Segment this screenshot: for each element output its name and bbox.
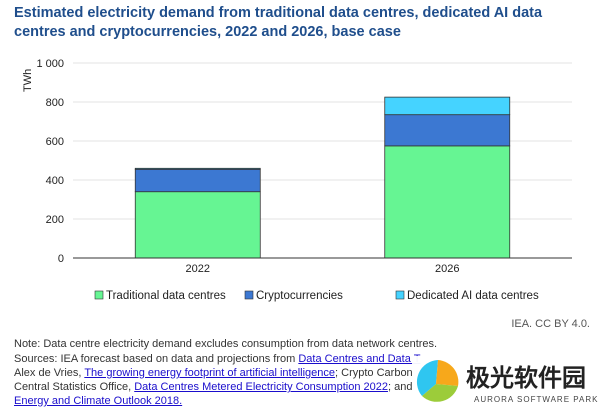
credit: IEA. CC BY 4.0. — [511, 318, 590, 330]
bar-segment — [134, 191, 261, 259]
sources-line2-suffix: ; Crypto Carbon — [335, 367, 413, 379]
y-tick-label: 1 000 — [36, 58, 64, 70]
source-link-data-centres[interactable]: Data Centres and Data T — [298, 353, 421, 365]
x-tick-label: 2022 — [186, 263, 210, 275]
source-link-energy-footprint[interactable]: The growing energy footprint of artifici… — [84, 367, 336, 379]
watermark-logo: 极光软件园 AURORA SOFTWARE PARK — [412, 356, 600, 409]
legend-label: Dedicated AI data centres — [407, 290, 539, 302]
sources-line2: Alex de Vries, — [14, 367, 85, 379]
y-tick-label: 600 — [46, 136, 64, 148]
y-axis-label: TWh — [22, 69, 34, 92]
y-tick-label: 0 — [58, 253, 64, 265]
bar-segment — [384, 145, 511, 259]
legend-swatch — [244, 290, 254, 300]
bar-segment — [384, 114, 511, 147]
legend-swatch — [94, 290, 104, 300]
source-link-energy-climate-outlook[interactable]: Energy and Climate Outlook 2018. — [14, 395, 183, 407]
y-tick-label: 200 — [46, 214, 64, 226]
legend-swatch — [395, 290, 405, 300]
legend-label: Traditional data centres — [106, 290, 226, 302]
bar-segment — [384, 96, 511, 116]
legend-label: Cryptocurrencies — [256, 290, 343, 302]
note: Note: Data centre electricity demand exc… — [14, 338, 438, 350]
y-tick-label: 800 — [46, 97, 64, 109]
source-link-cso[interactable]: Data Centres Metered Electricity Consump… — [134, 381, 388, 393]
y-tick-label: 400 — [46, 175, 64, 187]
sources: Sources: IEA forecast based on data and … — [14, 352, 420, 408]
aurora-logo-icon: 极光软件园 AURORA SOFTWARE PARK — [416, 360, 598, 404]
sources-prefix: Sources: IEA forecast based on data and … — [14, 353, 299, 365]
svg-text:极光软件园: 极光软件园 — [466, 364, 586, 392]
svg-text:AURORA SOFTWARE PARK: AURORA SOFTWARE PARK — [474, 395, 598, 404]
bar-segment — [134, 168, 261, 193]
bar-segment — [134, 167, 261, 170]
x-tick-label: 2026 — [435, 263, 459, 275]
chart-title: Estimated electricity demand from tradit… — [14, 5, 543, 40]
sources-line3-suffix: ; and — [387, 381, 413, 393]
sources-line3: Central Statistics Office, — [14, 381, 135, 393]
